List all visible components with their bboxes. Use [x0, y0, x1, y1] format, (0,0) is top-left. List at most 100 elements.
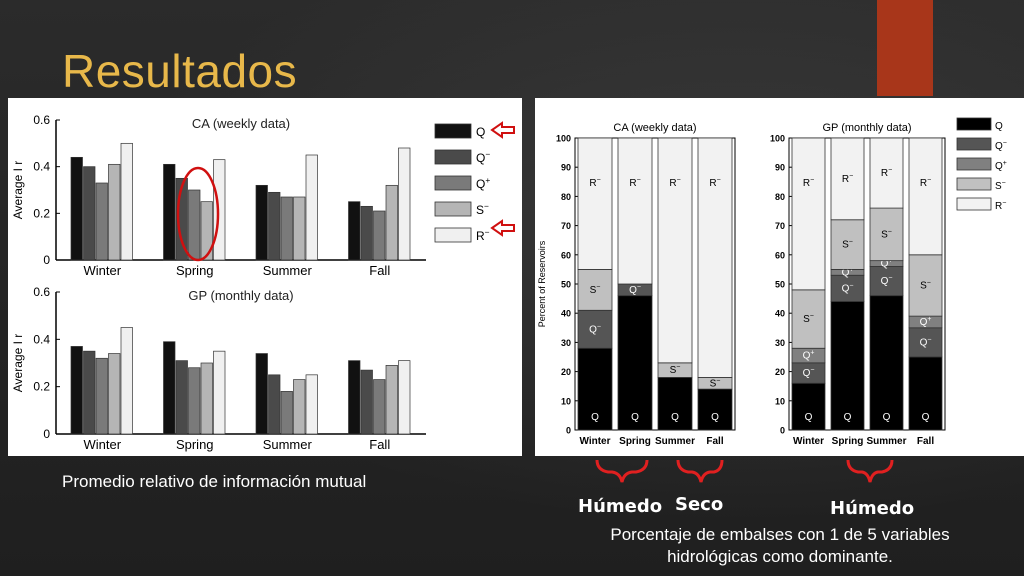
seg-2-summer-4	[657, 137, 693, 364]
bar-1-fall-3	[385, 365, 398, 435]
x-tick-label-0-3: Fall	[369, 263, 390, 278]
bar-0-fall-4	[398, 147, 411, 261]
seg-label-2-summer-0: Q	[671, 412, 679, 423]
legend-arrow-q	[490, 121, 515, 139]
seg-3-summer-0	[869, 295, 904, 431]
seg-2-spring-4	[617, 137, 653, 285]
seg-label-2-winter-1: Q−	[589, 323, 601, 335]
bar-0-spring-1	[175, 177, 188, 261]
y-tick-label-0-0: 0	[43, 253, 50, 267]
x-tick-label-1-1: Spring	[176, 437, 214, 452]
y-tick-label-2-9: 90	[561, 163, 571, 173]
seg-2-summer-0	[657, 377, 693, 431]
y-tick-label-2-2: 20	[561, 367, 571, 377]
seg-3-summer-4	[869, 137, 904, 209]
legend-label-left-3: S−	[476, 201, 489, 217]
y-tick-label-1-0: 0	[43, 427, 50, 441]
bar-0-fall-3	[385, 184, 398, 261]
y-tick-label-1-3: 0.6	[33, 285, 50, 299]
seg-label-2-winter-0: Q	[591, 412, 599, 423]
y-axis-label-2: Percent of Reservoirs	[537, 240, 547, 327]
seg-label-3-winter-2: Q+	[803, 350, 815, 362]
seg-label-2-spring-4: R−	[629, 177, 640, 189]
legend-swatch-right-0	[956, 117, 992, 131]
seg-3-fall-4	[908, 137, 943, 256]
bar-1-spring-0	[163, 341, 176, 435]
legend-label-left-0: Q	[476, 125, 485, 139]
seg-label-3-fall-3: S−	[920, 279, 931, 291]
y-tick-label-3-2: 20	[775, 367, 785, 377]
bar-1-winter-4	[120, 327, 133, 435]
seg-label-3-spring-0: Q	[844, 412, 852, 423]
seg-label-3-summer-4: R−	[881, 167, 892, 179]
slide-title: Resultados	[62, 45, 298, 97]
legend-swatch-right-1	[956, 137, 992, 151]
seg-label-3-winter-3: S−	[803, 313, 814, 325]
legend-label-right-3: S−	[995, 180, 1006, 192]
legend-label-left-1: Q−	[476, 149, 490, 165]
seg-label-3-spring-4: R−	[842, 173, 853, 185]
legend-label-left-4: R−	[476, 227, 490, 243]
seg-2-winter-0	[577, 347, 613, 431]
y-tick-label-1-1: 0.2	[33, 380, 50, 394]
y-tick-label-3-1: 10	[775, 396, 785, 406]
bar-0-winter-2	[95, 182, 108, 261]
seg-label-3-spring-2: Q+	[842, 266, 854, 278]
bar-1-spring-4	[213, 350, 226, 435]
bar-1-winter-3	[108, 353, 121, 435]
legend-swatch-right-3	[956, 177, 992, 191]
season-label-wet-gp: Húmedo	[830, 498, 915, 519]
legend-label-right-0: Q	[995, 121, 1003, 132]
seg-label-3-winter-1: Q−	[803, 367, 815, 379]
y-tick-label-3-8: 80	[775, 192, 785, 202]
bar-1-summer-2	[280, 391, 293, 435]
bar-0-spring-4	[213, 159, 226, 261]
legend-label-right-2: Q+	[995, 160, 1007, 172]
bar-1-spring-2	[188, 367, 201, 435]
bar-1-winter-0	[70, 346, 83, 435]
seg-label-3-fall-0: Q	[922, 412, 930, 423]
seg-3-summer-3	[869, 207, 904, 262]
seg-label-2-winter-3: S−	[590, 284, 601, 296]
seg-3-winter-3	[791, 289, 826, 349]
x-tick-label-3-1: Spring	[832, 436, 864, 447]
bar-0-summer-3	[293, 196, 306, 261]
seg-3-spring-1	[830, 274, 865, 302]
right-chart-panel: 0 10 20 30 40 50 60 70 80 90 100 CA (weekly data) Pe…	[535, 98, 1024, 456]
y-tick-label-2-0: 0	[566, 426, 571, 436]
legend-label-right-1: Q−	[995, 140, 1007, 152]
left-chart-panel: 0 0.2 0.4 0.6 CA (weekly data) Average I r Win…	[8, 98, 522, 456]
seg-label-3-fall-4: R−	[920, 177, 931, 189]
accent-bar	[877, 0, 933, 96]
seg-2-spring-0	[617, 295, 653, 431]
seg-3-spring-4	[830, 137, 865, 221]
legend-label-left-2: Q+	[476, 175, 490, 191]
seg-label-2-summer-4: R−	[669, 177, 680, 189]
y-tick-label-3-7: 70	[775, 221, 785, 231]
bar-0-winter-1	[83, 166, 96, 261]
bar-1-spring-1	[175, 360, 188, 435]
legend-swatch-right-4	[956, 197, 992, 211]
y-axis-label-0: Average I r	[11, 161, 25, 219]
x-tick-label-2-0: Winter	[579, 436, 610, 447]
y-tick-label-3-9: 90	[775, 163, 785, 173]
y-tick-label-3-0: 0	[780, 426, 785, 436]
seg-label-3-spring-1: Q−	[842, 282, 854, 294]
chart-title-0: CA (weekly data)	[192, 116, 290, 131]
y-tick-label-0-3: 0.6	[33, 113, 50, 127]
caption-right: Porcentaje de embalses con 1 de 5 variab…	[610, 525, 950, 566]
seg-label-3-summer-2: Q+	[881, 258, 893, 270]
y-tick-label-3-4: 40	[775, 309, 785, 319]
seg-3-winter-0	[791, 382, 826, 431]
x-tick-label-0-1: Spring	[176, 263, 214, 278]
bar-0-fall-1	[360, 205, 373, 261]
y-tick-label-2-4: 40	[561, 309, 571, 319]
seg-2-fall-4	[697, 137, 733, 378]
season-label-dry-ca: Seco	[675, 494, 724, 515]
bracket-dry-ca	[676, 459, 724, 483]
y-tick-label-2-6: 60	[561, 250, 571, 260]
bar-1-fall-2	[373, 379, 386, 435]
y-tick-label-2-10: 100	[556, 134, 571, 144]
